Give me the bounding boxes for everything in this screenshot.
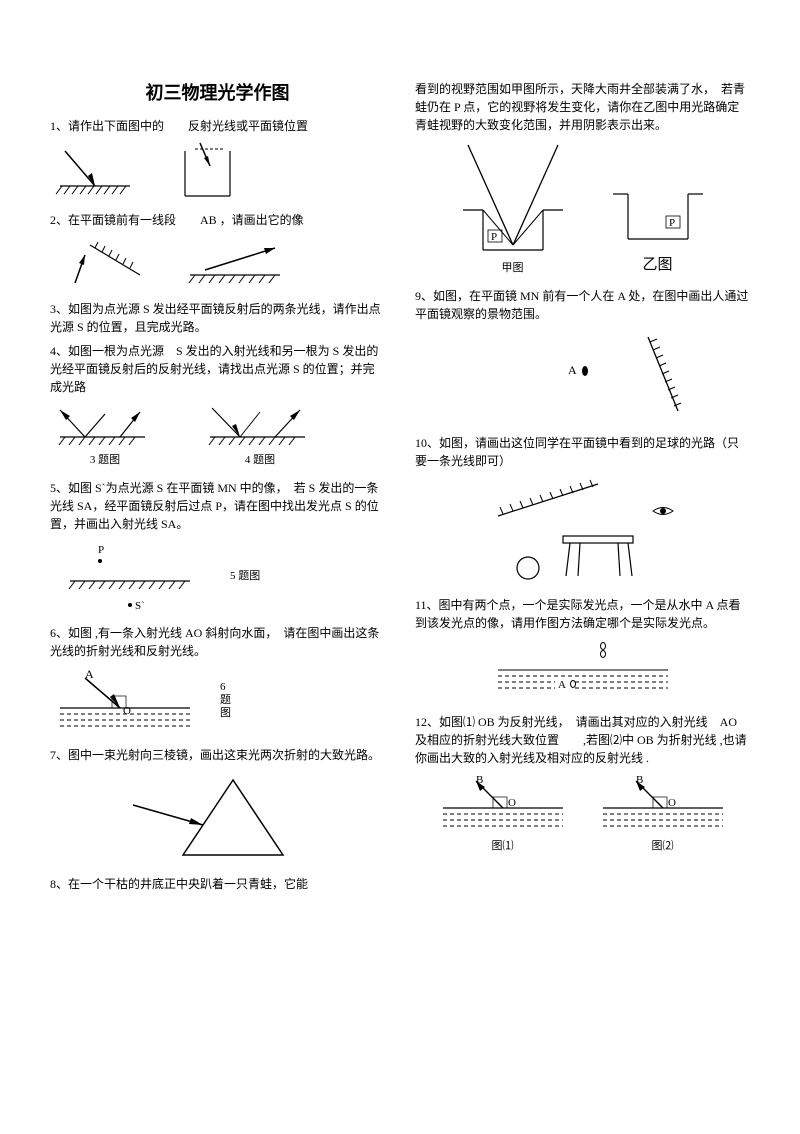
fig-q10 [468,476,698,586]
figure-q8: P 甲图 P 乙图 [415,140,750,277]
figure-q5: P S` 5 题图 [50,539,385,614]
fig-q11: A [483,638,683,703]
question-4: 4、如图一根为点光源 S 发出的入射光线和另一根为 S 发出的光经平面镜反射后的… [50,342,385,396]
fig-q4-label: 4 题图 [200,452,320,469]
figure-q7 [50,770,385,865]
question-10: 10、如图，请画出这位同学在平面镜中看到的足球的光路（只要一条光线即可） [415,434,750,470]
fig6-l1: 6 [220,681,231,694]
fig-q7 [123,770,313,865]
page: 初三物理光学作图 1、请作出下面图中的 反射光线或平面镜位置 [0,0,800,939]
fig12-2-wrap: B O 图⑵ [598,773,728,855]
question-8b: 看到的视野范围如甲图所示，天降大雨井全部装满了水， 若青蛙仍在 P 点，它的视野… [415,80,750,134]
fig-q2-left [50,235,160,290]
question-9: 9、如图，在平面镜 MN 前有一个人在 A 处，在图中画出人通过平面镜观察的景物… [415,287,750,323]
figure-q1 [50,141,385,201]
figure-q3-q4: 3 题图 4 [50,402,385,469]
fig12-label2: 图⑵ [598,838,728,855]
right-column: 看到的视野范围如甲图所示，天降大雨井全部装满了水， 若青蛙仍在 P 点，它的视野… [415,80,750,899]
fig-q12-2: B O [598,773,728,838]
question-6: 6、如图 ,有一条入射光线 AO 斜射向水面， 请在图中画出这条光线的折射光线和… [50,624,385,660]
question-3: 3、如图为点光源 S 发出经平面镜反射后的两条光线，请作出点光源 S 的位置，且… [50,300,385,336]
fig-q3-wrap: 3 题图 [50,402,160,469]
question-8a: 8、在一个干枯的井底正中央趴着一只青蛙，它能 [50,875,385,893]
fig5-p-label: P [98,544,104,556]
question-11: 11、图中有两个点，一个是实际发光点，一个是从水中 A 点看到该发光点的像，请用… [415,596,750,632]
fig-q6: A O [50,666,200,736]
fig12-label1: 图⑴ [438,838,568,855]
fig-q2-right [180,240,300,290]
question-5: 5、如图 S`为点光源 S 在平面镜 MN 中的像， 若 S 发出的一条光线 S… [50,479,385,533]
fig-q12-1: B O [438,773,568,838]
fig6-O: O [123,705,131,717]
question-2: 2、在平面镜前有一线段 AB ，请画出它的像 [50,211,385,229]
fig6-l2: 题 [220,694,231,707]
fig12-O2: O [668,797,676,809]
fig-q3 [50,402,160,452]
fig-q8-jia: P [458,140,568,260]
fig8-jia-P: P [491,231,497,243]
figure-q9: A [415,329,750,424]
fig8-jia-label: 甲图 [458,260,568,277]
fig-q1-left [50,146,150,201]
fig8-yi-wrap: P 乙图 [608,174,708,277]
question-1: 1、请作出下面图中的 反射光线或平面镜位置 [50,117,385,135]
fig5-s-label: S` [135,600,145,612]
fig6-l3: 图 [220,707,231,720]
fig12-1-wrap: B O 图⑴ [438,773,568,855]
fig-q9: A [473,329,693,424]
fig-q5: P S` [50,539,210,614]
figure-q12: B O 图⑴ B O [415,773,750,855]
fig11-A: A [558,679,566,691]
fig-q4 [200,402,320,452]
fig8-jia-wrap: P 甲图 [458,140,568,277]
fig8-yi-label: 乙图 [608,254,708,277]
fig-q4-wrap: 4 题图 [200,402,320,469]
fig12-O1: O [508,797,516,809]
figure-q11: A [415,638,750,703]
fig-q8-yi: P [608,174,708,254]
left-column: 初三物理光学作图 1、请作出下面图中的 反射光线或平面镜位置 [50,80,385,899]
question-7: 7、图中一束光射向三棱镜，画出这束光两次折射的大致光路。 [50,746,385,764]
fig-q5-label: 5 题图 [230,568,260,585]
fig6-label-wrap: 6 题 图 [220,681,231,721]
doc-title: 初三物理光学作图 [50,80,385,107]
figure-q6: A O 6 题 图 [50,666,385,736]
eye-icon [653,507,673,514]
fig9-A: A [568,363,577,377]
figure-q2 [50,235,385,290]
fig-q1-right [170,141,250,201]
question-12: 12、如图⑴ OB 为反射光线， 请画出其对应的入射光线 AO 及相应的折射光线… [415,713,750,767]
fig-q3-label: 3 题图 [50,452,160,469]
fig8-yi-P: P [669,217,675,229]
figure-q10 [415,476,750,586]
